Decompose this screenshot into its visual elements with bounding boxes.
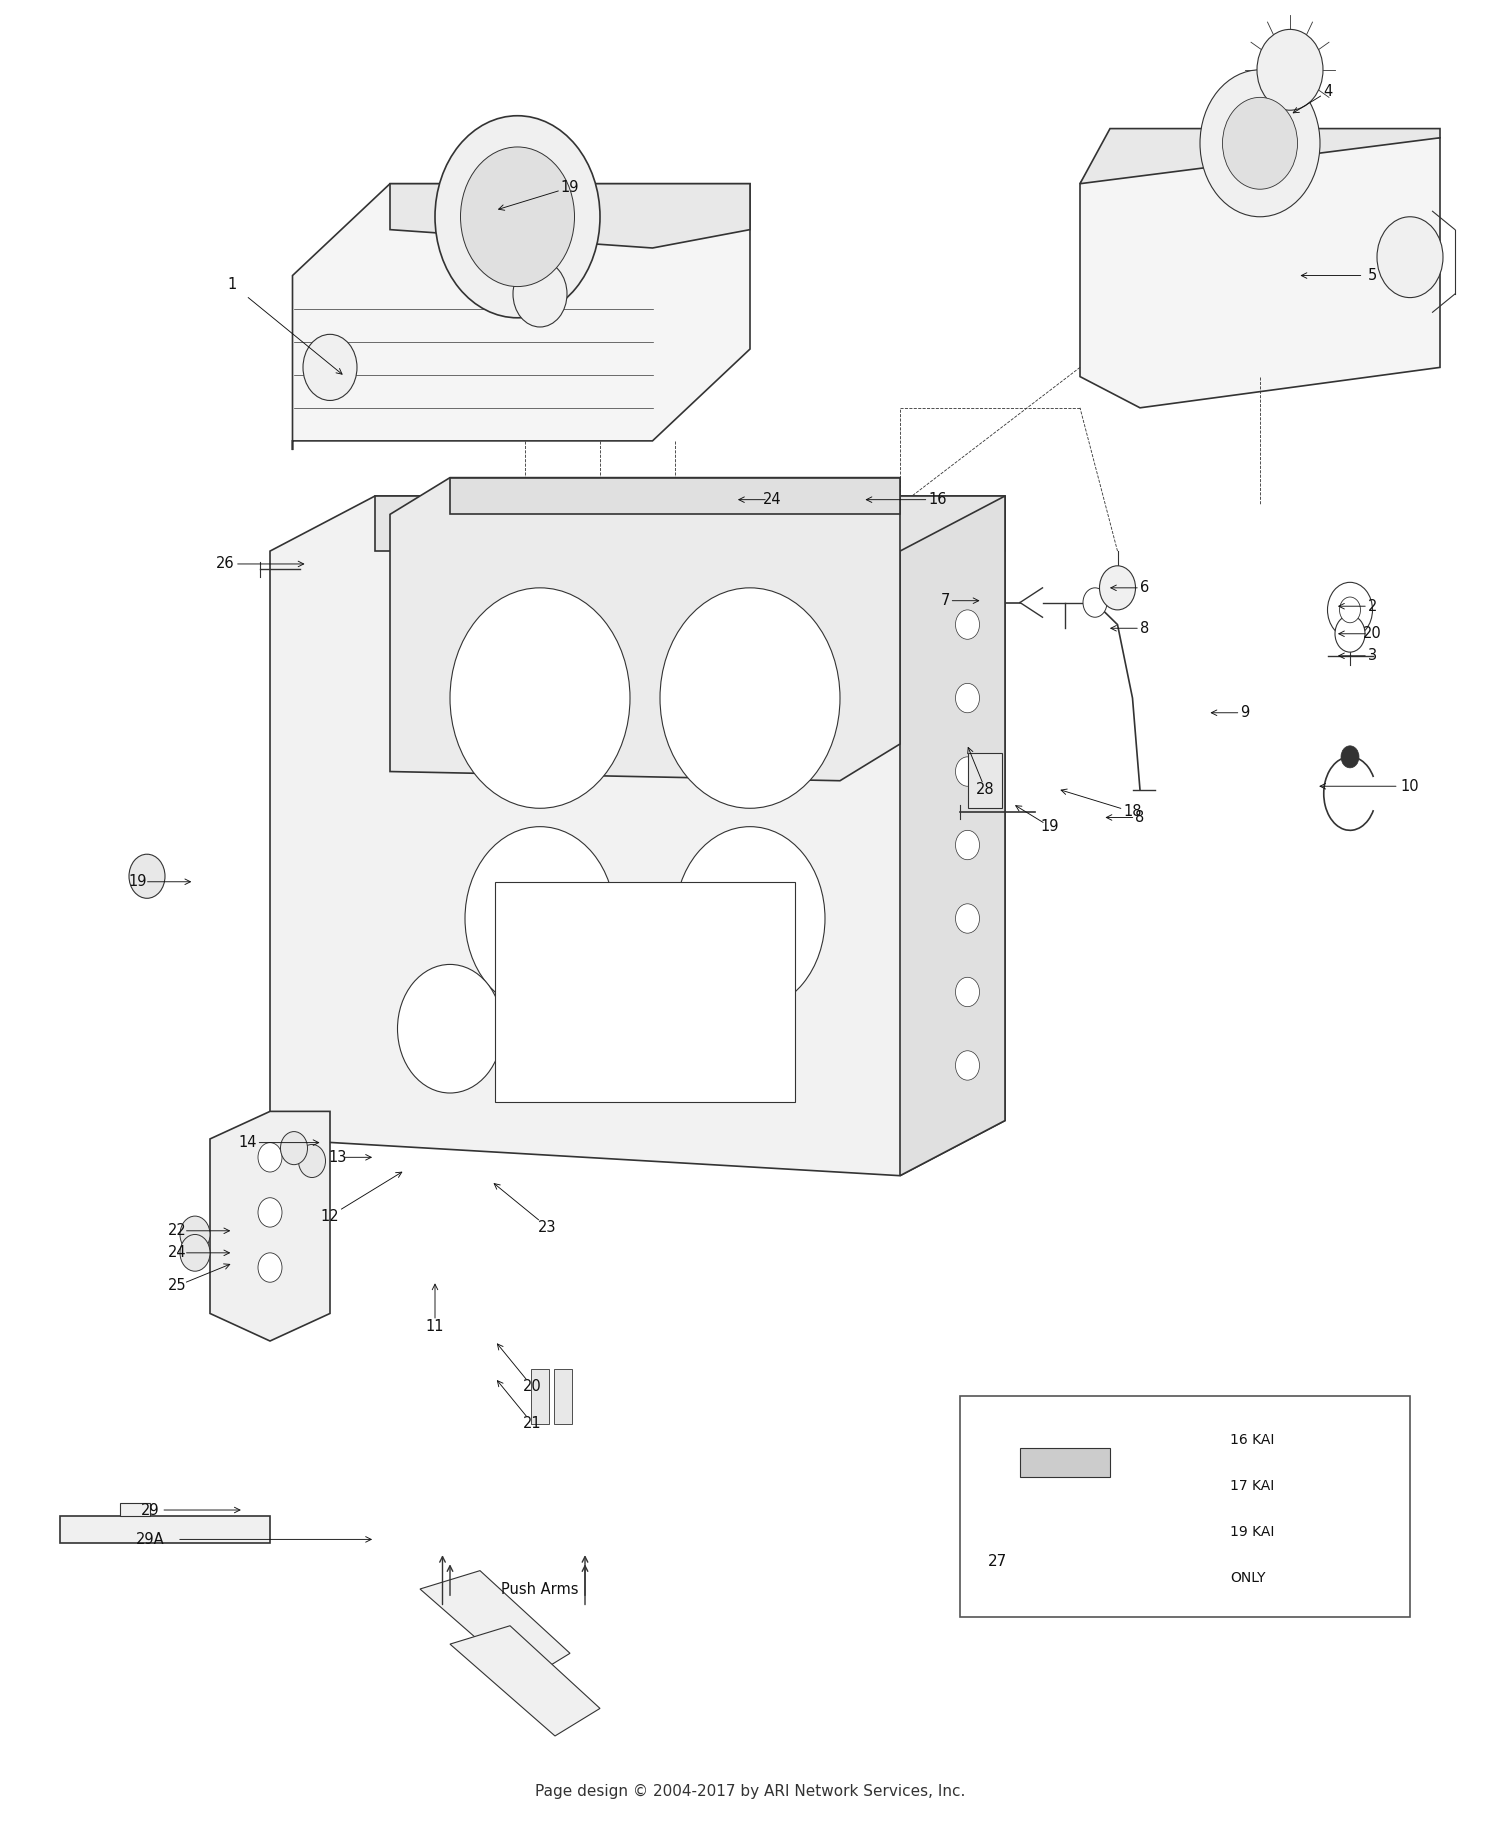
Circle shape — [956, 904, 980, 933]
Circle shape — [465, 827, 615, 1010]
Bar — [531, 1369, 549, 1424]
Circle shape — [398, 964, 502, 1093]
Circle shape — [258, 1198, 282, 1227]
Text: 6: 6 — [1140, 580, 1149, 595]
Circle shape — [956, 757, 980, 786]
Circle shape — [1100, 566, 1136, 610]
Text: 29: 29 — [141, 1503, 159, 1517]
Circle shape — [578, 964, 682, 1093]
Circle shape — [450, 588, 630, 808]
Circle shape — [956, 830, 980, 860]
Text: 11: 11 — [426, 1319, 444, 1334]
Polygon shape — [450, 1626, 600, 1736]
Circle shape — [660, 588, 840, 808]
Polygon shape — [292, 184, 750, 450]
Text: 21: 21 — [524, 1416, 542, 1431]
Circle shape — [298, 1144, 326, 1178]
Polygon shape — [420, 1571, 570, 1681]
Polygon shape — [60, 1516, 270, 1543]
Polygon shape — [210, 1111, 330, 1341]
Text: 17 KAI: 17 KAI — [1230, 1479, 1274, 1493]
Text: 16: 16 — [928, 492, 946, 507]
Text: 7: 7 — [940, 593, 950, 608]
Circle shape — [1083, 588, 1107, 617]
Circle shape — [460, 147, 574, 287]
Circle shape — [956, 610, 980, 639]
Text: 24: 24 — [168, 1245, 186, 1260]
Circle shape — [956, 1051, 980, 1080]
Polygon shape — [390, 478, 900, 781]
Text: 4: 4 — [1323, 85, 1332, 99]
Text: 3: 3 — [1368, 648, 1377, 663]
Polygon shape — [120, 1503, 150, 1516]
Text: 24: 24 — [764, 492, 782, 507]
Text: ARI: ARI — [510, 797, 990, 1040]
Bar — [1020, 1448, 1110, 1477]
Circle shape — [675, 827, 825, 1010]
Text: 19: 19 — [561, 180, 579, 195]
Text: 20: 20 — [1364, 626, 1382, 641]
Polygon shape — [390, 184, 750, 248]
Circle shape — [1335, 615, 1365, 652]
FancyBboxPatch shape — [495, 882, 795, 1102]
Text: 5: 5 — [1368, 268, 1377, 283]
Circle shape — [435, 116, 600, 318]
Text: 14: 14 — [238, 1135, 256, 1150]
Polygon shape — [1080, 129, 1440, 184]
Text: 2: 2 — [1368, 599, 1377, 614]
Text: 20: 20 — [524, 1380, 542, 1394]
Circle shape — [513, 261, 567, 327]
Polygon shape — [968, 753, 1002, 808]
Text: Push Arms: Push Arms — [501, 1582, 579, 1596]
Text: 1: 1 — [228, 277, 237, 292]
Text: 8: 8 — [1140, 621, 1149, 636]
Text: 29A: 29A — [135, 1532, 165, 1547]
Text: 28: 28 — [976, 783, 994, 797]
Text: 10: 10 — [1401, 779, 1419, 794]
Text: 8: 8 — [1136, 810, 1144, 825]
Text: Page design © 2004-2017 by ARI Network Services, Inc.: Page design © 2004-2017 by ARI Network S… — [536, 1784, 964, 1798]
Text: 26: 26 — [216, 557, 234, 571]
Text: 19 KAI: 19 KAI — [1230, 1525, 1275, 1539]
Polygon shape — [450, 478, 900, 514]
Text: 22: 22 — [168, 1223, 186, 1238]
Text: 19: 19 — [129, 874, 147, 889]
Bar — [554, 1369, 572, 1424]
Circle shape — [1222, 97, 1298, 189]
Polygon shape — [900, 496, 1005, 1176]
Text: 23: 23 — [538, 1220, 556, 1234]
Text: ONLY: ONLY — [1230, 1571, 1266, 1585]
Circle shape — [258, 1143, 282, 1172]
Text: 25: 25 — [168, 1279, 186, 1293]
Text: 16 KAI: 16 KAI — [1230, 1433, 1275, 1448]
Circle shape — [1328, 582, 1372, 637]
Circle shape — [303, 334, 357, 400]
Circle shape — [129, 854, 165, 898]
Circle shape — [1200, 70, 1320, 217]
Text: 12: 12 — [321, 1209, 339, 1223]
Circle shape — [1257, 29, 1323, 110]
Circle shape — [180, 1216, 210, 1253]
Text: 18: 18 — [1124, 805, 1142, 819]
Circle shape — [956, 683, 980, 713]
Text: 27: 27 — [988, 1554, 1006, 1569]
Circle shape — [258, 1253, 282, 1282]
Text: 13: 13 — [328, 1150, 346, 1165]
Circle shape — [1377, 217, 1443, 298]
Bar — [960, 1396, 1410, 1617]
Circle shape — [1340, 597, 1360, 623]
Polygon shape — [375, 496, 1005, 551]
Text: 9: 9 — [1240, 705, 1250, 720]
Circle shape — [180, 1234, 210, 1271]
Polygon shape — [270, 496, 1005, 1176]
Circle shape — [280, 1132, 308, 1165]
Circle shape — [956, 977, 980, 1007]
Polygon shape — [1080, 138, 1440, 408]
Circle shape — [1341, 746, 1359, 768]
Text: 19: 19 — [1041, 819, 1059, 834]
